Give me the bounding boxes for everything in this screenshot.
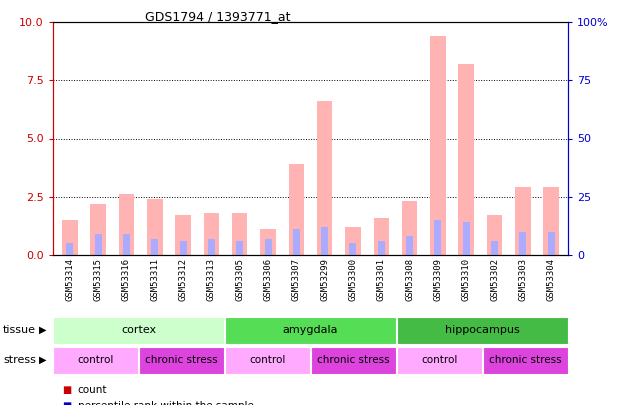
- Text: GSM53308: GSM53308: [405, 258, 414, 301]
- Text: ▶: ▶: [39, 325, 46, 335]
- Bar: [321, 227, 328, 255]
- Bar: [311, 347, 396, 373]
- Bar: [515, 188, 531, 255]
- Bar: [94, 234, 102, 255]
- Text: ▶: ▶: [39, 355, 46, 365]
- Text: amygdala: amygdala: [283, 325, 338, 335]
- Text: ■: ■: [62, 385, 71, 395]
- Text: GSM53303: GSM53303: [519, 258, 527, 301]
- Bar: [236, 241, 243, 255]
- Bar: [350, 243, 356, 255]
- Text: GSM53300: GSM53300: [348, 258, 358, 301]
- Text: GSM53314: GSM53314: [65, 258, 75, 301]
- Bar: [289, 164, 304, 255]
- Text: control: control: [421, 355, 458, 365]
- Text: GSM53301: GSM53301: [377, 258, 386, 301]
- Bar: [208, 239, 215, 255]
- Text: GSM53299: GSM53299: [320, 258, 329, 301]
- Bar: [265, 239, 271, 255]
- Bar: [378, 241, 385, 255]
- Text: ■: ■: [62, 401, 71, 405]
- Text: chronic stress: chronic stress: [489, 355, 561, 365]
- Text: chronic stress: chronic stress: [317, 355, 390, 365]
- Bar: [463, 222, 469, 255]
- Text: GSM53316: GSM53316: [122, 258, 131, 301]
- Bar: [483, 347, 568, 373]
- Bar: [232, 213, 248, 255]
- Bar: [225, 347, 310, 373]
- Bar: [152, 239, 158, 255]
- Bar: [260, 229, 276, 255]
- Text: hippocampus: hippocampus: [445, 325, 520, 335]
- Text: GSM53309: GSM53309: [433, 258, 442, 301]
- Text: GSM53313: GSM53313: [207, 258, 216, 301]
- Text: GSM53315: GSM53315: [94, 258, 102, 301]
- Bar: [548, 232, 555, 255]
- Bar: [62, 220, 78, 255]
- Text: GSM53306: GSM53306: [263, 258, 273, 301]
- Text: stress: stress: [3, 355, 36, 365]
- Text: GSM53310: GSM53310: [462, 258, 471, 301]
- Bar: [430, 36, 446, 255]
- Text: GSM53305: GSM53305: [235, 258, 244, 301]
- Text: control: control: [78, 355, 114, 365]
- Text: GDS1794 / 1393771_at: GDS1794 / 1393771_at: [145, 10, 290, 23]
- Bar: [293, 229, 300, 255]
- Bar: [119, 194, 134, 255]
- Text: chronic stress: chronic stress: [145, 355, 218, 365]
- Bar: [487, 215, 502, 255]
- Bar: [179, 241, 186, 255]
- Bar: [519, 232, 527, 255]
- Text: GSM53307: GSM53307: [292, 258, 301, 301]
- Bar: [397, 316, 568, 343]
- Bar: [90, 204, 106, 255]
- Bar: [397, 347, 482, 373]
- Bar: [147, 199, 163, 255]
- Bar: [139, 347, 224, 373]
- Bar: [458, 64, 474, 255]
- Bar: [225, 316, 396, 343]
- Text: GSM53312: GSM53312: [179, 258, 188, 301]
- Text: percentile rank within the sample: percentile rank within the sample: [78, 401, 253, 405]
- Bar: [175, 215, 191, 255]
- Bar: [204, 213, 219, 255]
- Bar: [66, 243, 73, 255]
- Bar: [402, 201, 417, 255]
- Text: control: control: [250, 355, 286, 365]
- Text: tissue: tissue: [3, 325, 36, 335]
- Bar: [406, 237, 413, 255]
- Bar: [123, 234, 130, 255]
- Bar: [435, 220, 442, 255]
- Bar: [345, 227, 361, 255]
- Bar: [317, 101, 332, 255]
- Bar: [543, 188, 559, 255]
- Bar: [53, 347, 138, 373]
- Bar: [53, 316, 224, 343]
- Text: cortex: cortex: [121, 325, 156, 335]
- Text: GSM53311: GSM53311: [150, 258, 159, 301]
- Bar: [373, 218, 389, 255]
- Text: GSM53302: GSM53302: [490, 258, 499, 301]
- Text: count: count: [78, 385, 107, 395]
- Text: GSM53304: GSM53304: [546, 258, 556, 301]
- Bar: [491, 241, 498, 255]
